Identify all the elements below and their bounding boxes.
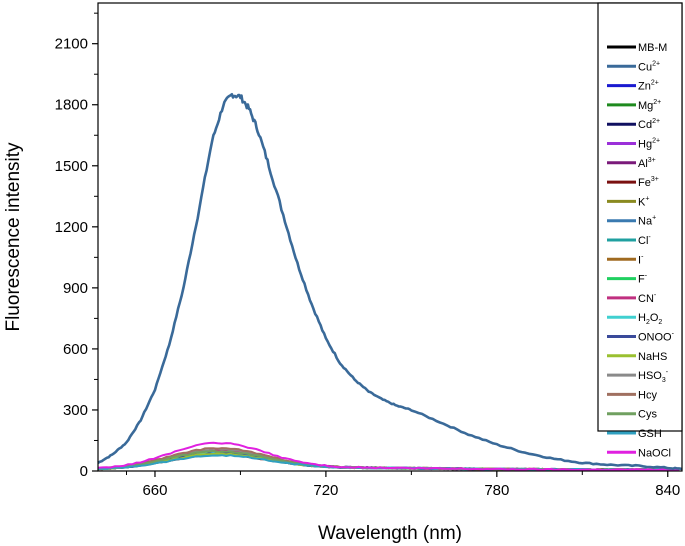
legend-box (597, 2, 683, 432)
y-tick-label: 1800 (55, 97, 88, 114)
legend-label: Cys (638, 409, 657, 421)
x-tick-label: 780 (484, 482, 509, 499)
legend-entry: Al3+ (607, 157, 656, 170)
legend-entry: I- (607, 253, 644, 266)
legend-entry: Fe3+ (607, 176, 659, 189)
legend-entry: Hg2+ (607, 138, 660, 151)
legend-label: HSO3- (638, 369, 669, 384)
legend-label: ONOO- (638, 331, 675, 344)
legend-label: Cu2+ (638, 60, 660, 73)
legend-label: H2O2 (638, 312, 662, 326)
legend-label: F- (638, 273, 648, 286)
legend-entry: ONOO- (607, 331, 675, 344)
legend-entry: HSO3- (607, 369, 669, 384)
legend-entry: Mg2+ (607, 99, 661, 112)
legend-entry: Na+ (607, 215, 656, 228)
legend-entry: Cys (607, 409, 657, 421)
legend-label: Cl- (638, 234, 651, 247)
legend-label: I- (638, 253, 644, 266)
legend-entry: CN- (607, 292, 657, 305)
legend-entry: GSH (607, 428, 662, 440)
legend-entry: Zn2+ (607, 80, 659, 93)
legend: MB-M Cu2+ Zn2+ Mg2+ Cd2+ Hg2+ Al3+ Fe3+ K+ Na+ Cl-… (597, 2, 683, 459)
y-axis-title: Fluorescence intensity (3, 142, 24, 332)
legend-label: Hcy (638, 389, 657, 401)
y-tick-label: 2100 (55, 36, 88, 53)
legend-label: Zn2+ (638, 80, 659, 93)
legend-label: Al3+ (638, 157, 656, 170)
x-axis-title: Wavelength (nm) (318, 523, 462, 544)
legend-label: CN- (638, 292, 657, 305)
x-tick-label: 840 (655, 482, 680, 499)
legend-entry: F- (607, 273, 648, 286)
y-axis-ticks: 0 300 600 900 1200 1500 1800 2100 (55, 12, 98, 480)
x-axis-ticks: 660 720 780 840 (125, 471, 680, 499)
y-tick-label: 600 (63, 341, 88, 358)
legend-label: GSH (638, 428, 662, 440)
legend-entry: Hcy (607, 389, 657, 401)
series-line-cu2- (97, 93, 683, 471)
plot-frame (97, 2, 683, 472)
legend-entry: Cd2+ (607, 118, 660, 131)
y-tick-label: 1500 (55, 158, 88, 175)
legend-label: Hg2+ (638, 138, 660, 151)
legend-label: Cd2+ (638, 118, 660, 131)
y-tick-label: 900 (63, 280, 88, 297)
legend-entry: MB-M (607, 42, 667, 54)
plot-lines (97, 93, 683, 472)
legend-label: Na+ (638, 215, 656, 228)
legend-label: Fe3+ (638, 176, 659, 189)
series-line-naocl (97, 441, 680, 472)
y-tick-label: 0 (80, 463, 88, 480)
legend-entry: Cu2+ (607, 60, 660, 73)
y-tick-label: 300 (63, 402, 88, 419)
legend-entry: K+ (607, 195, 649, 208)
x-tick-label: 720 (313, 482, 338, 499)
legend-label: NaHS (638, 351, 667, 363)
x-tick-label: 660 (142, 482, 167, 499)
legend-label: K+ (638, 195, 649, 208)
legend-entry: Cl- (607, 234, 651, 247)
y-tick-label: 1200 (55, 219, 88, 236)
legend-label: Mg2+ (638, 99, 661, 112)
legend-label: NaOCl (638, 447, 671, 459)
legend-label: MB-M (638, 42, 667, 54)
legend-entry: NaHS (607, 351, 667, 363)
legend-entry: H2O2 (607, 312, 662, 326)
legend-entry: NaOCl (607, 447, 671, 459)
